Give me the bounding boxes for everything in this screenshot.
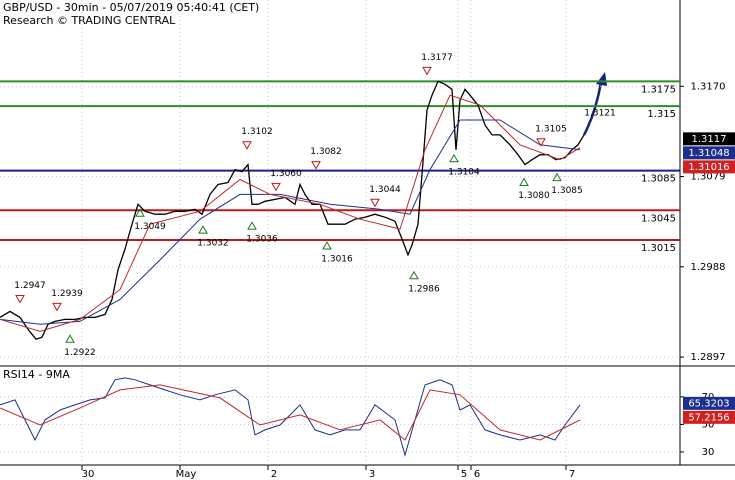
pivot-label: 1.3032 <box>197 239 229 249</box>
y-tick-label: 1.3170 <box>691 81 726 92</box>
forecast-arrow <box>582 81 603 136</box>
pivot-marker <box>311 161 321 170</box>
pivot-label: 1.3121 <box>584 108 616 118</box>
level-label: 1.315 <box>647 109 676 120</box>
pivot-label: 1.3104 <box>448 167 480 177</box>
price-tag <box>683 396 735 410</box>
pivot-marker <box>271 182 281 192</box>
pivot-label: 1.3060 <box>270 169 302 179</box>
pivot-marker <box>247 221 257 230</box>
pivot-label: 1.3102 <box>241 127 273 137</box>
pivot-marker <box>242 141 252 150</box>
forecast-arrowhead <box>596 72 607 86</box>
pivot-label: 1.3082 <box>310 147 342 157</box>
pivot-marker <box>449 153 459 163</box>
pivot-marker <box>370 198 380 208</box>
series-line <box>0 119 581 325</box>
series-line <box>0 377 581 457</box>
y-tick-label: 50 <box>702 419 715 430</box>
x-tick-label: May <box>176 469 197 480</box>
price-tag <box>683 132 735 146</box>
pivot-label: 1.3085 <box>551 186 583 196</box>
chart-title: GBP/USD - 30min - 05/07/2019 05:40:41 (C… <box>3 1 259 14</box>
rsi-title: RSI14 - 9MA <box>3 368 70 381</box>
price-tag-label: 1.31048 <box>688 148 729 159</box>
pivot-label: 1.3080 <box>518 191 550 201</box>
pivot-marker <box>65 334 75 343</box>
y-tick-label: 30 <box>702 447 715 458</box>
pivot-marker <box>322 241 332 250</box>
price-tag-label: 65.3203 <box>688 398 729 409</box>
pivot-marker <box>422 66 432 76</box>
x-tick-label: 5 <box>461 469 467 480</box>
pivot-label: 1.3036 <box>246 235 278 245</box>
price-tag <box>683 160 735 174</box>
pivot-marker <box>536 138 546 147</box>
pivot-marker <box>135 208 145 217</box>
pivot-label: 1.3049 <box>134 222 166 232</box>
price-tag-label: 57.2156 <box>688 412 729 423</box>
level-label: 1.3045 <box>641 213 676 224</box>
pivot-label: 1.3177 <box>421 53 453 63</box>
level-label: 1.3085 <box>641 174 676 185</box>
price-tag-label: 1.31016 <box>688 162 729 173</box>
x-tick-label: 6 <box>474 469 480 480</box>
pivot-marker <box>15 294 25 304</box>
pivot-marker <box>519 177 529 187</box>
y-tick-label: 1.2988 <box>691 262 726 273</box>
pivot-label: 1.3016 <box>321 255 353 265</box>
pivot-marker <box>409 270 419 280</box>
y-tick-label: 1.2897 <box>691 352 726 363</box>
series-line <box>0 80 585 340</box>
x-tick-label: 3 <box>369 469 375 480</box>
series-line <box>0 94 581 332</box>
series-line <box>0 384 581 441</box>
price-tag <box>683 146 735 160</box>
x-tick-label: 30 <box>82 469 95 480</box>
chart-subtitle: Research © TRADING CENTRAL <box>3 14 176 27</box>
y-tick-label: 1.3079 <box>691 172 726 183</box>
level-label: 1.3015 <box>641 243 676 254</box>
pivot-label: 1.2947 <box>14 281 46 291</box>
pivot-label: 1.3105 <box>535 124 567 134</box>
pivot-label: 1.2939 <box>51 289 83 299</box>
pivot-label: 1.3044 <box>369 185 401 195</box>
x-tick-label: 7 <box>569 469 575 480</box>
pivot-marker <box>198 225 208 234</box>
pivot-label: 1.2986 <box>408 284 440 294</box>
price-tag-label: 1.3117 <box>692 134 727 145</box>
price-tag <box>683 410 735 424</box>
pivot-marker <box>52 302 62 312</box>
pivot-marker <box>552 172 562 182</box>
level-label: 1.3175 <box>641 84 676 95</box>
pivot-label: 1.2922 <box>64 348 96 358</box>
x-tick-label: 2 <box>271 469 277 480</box>
